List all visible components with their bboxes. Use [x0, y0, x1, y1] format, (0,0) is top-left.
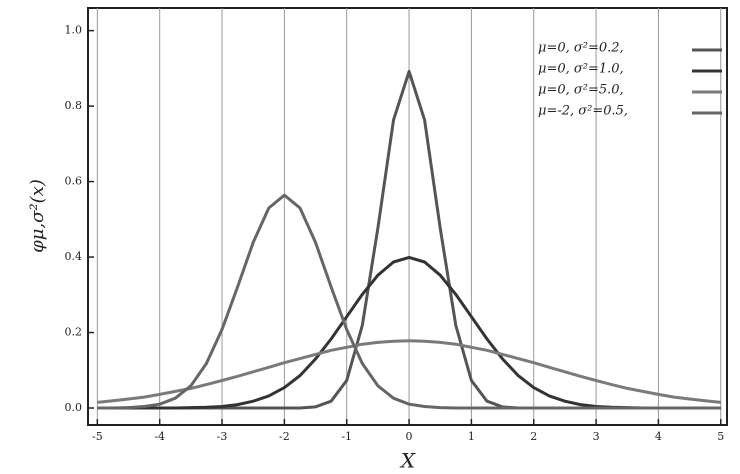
y-tick-label: 0.8: [65, 99, 83, 112]
series-line: [97, 193, 721, 410]
x-tick-label: 1: [468, 430, 475, 443]
x-tick-label: -5: [92, 430, 103, 443]
x-tick-label: -3: [217, 430, 228, 443]
x-tick-label: -4: [154, 430, 165, 443]
x-tick-label: 0: [406, 430, 413, 443]
y-tick-label: 1.0: [65, 24, 83, 37]
x-axis-label: X: [399, 449, 416, 473]
x-tick-label: 5: [717, 430, 724, 443]
y-tick-label: 0.0: [65, 401, 83, 414]
legend-label: μ=-2, σ²=0.5,: [538, 104, 628, 119]
y-axis-label: φμ,σ²(x): [27, 179, 48, 253]
y-tick-label: 0.2: [65, 326, 83, 339]
y-tick-label: 0.6: [65, 175, 83, 188]
x-tick-label: -2: [279, 430, 290, 443]
x-tick-label: 4: [655, 430, 662, 443]
x-tick-label: -1: [341, 430, 352, 443]
legend-label: μ=0, σ²=0.2,: [538, 41, 624, 56]
series-line: [97, 339, 721, 404]
y-tick-label: 0.4: [65, 250, 83, 263]
legend-label: μ=0, σ²=5.0,: [538, 83, 624, 98]
plot-frame: [87, 7, 728, 426]
x-tick-label: 3: [593, 430, 600, 443]
x-tick-label: 2: [530, 430, 537, 443]
legend-label: μ=0, σ²=1.0,: [538, 62, 624, 77]
